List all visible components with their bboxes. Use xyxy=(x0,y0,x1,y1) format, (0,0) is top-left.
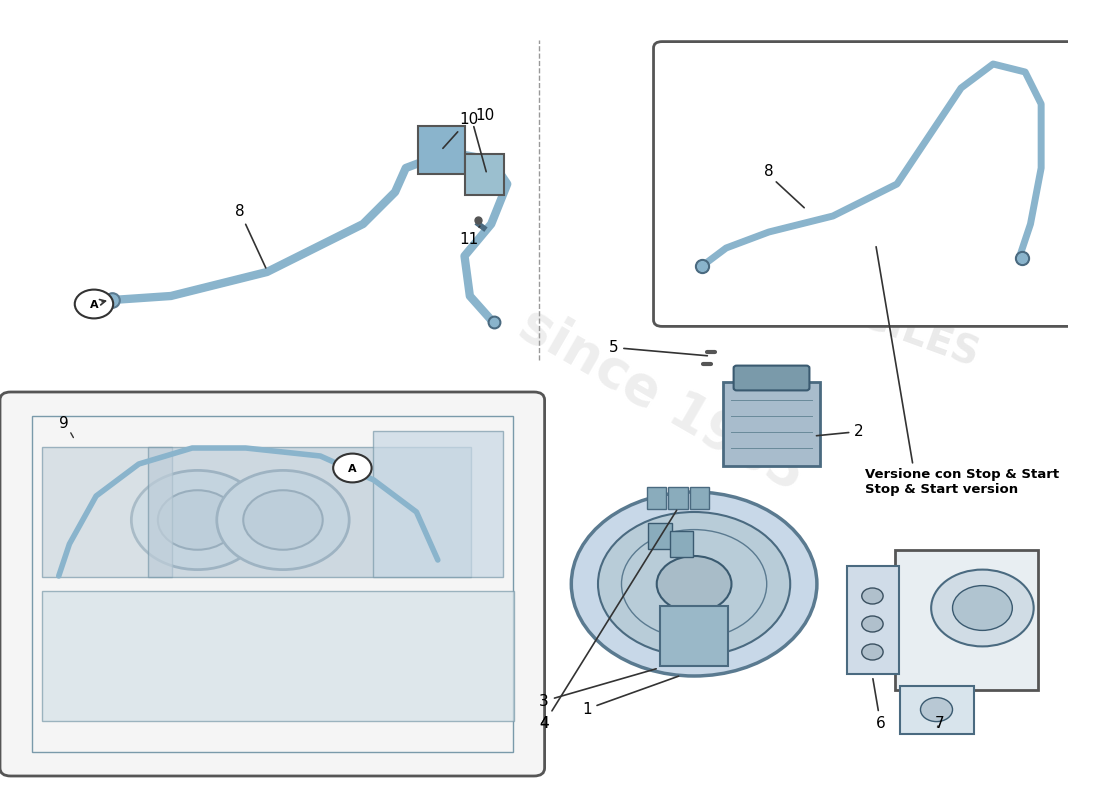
FancyBboxPatch shape xyxy=(0,392,544,776)
Text: A: A xyxy=(90,300,98,310)
Circle shape xyxy=(157,490,238,550)
Text: 3: 3 xyxy=(539,669,657,709)
Text: Versione con Stop & Start
Stop & Start version: Versione con Stop & Start Stop & Start v… xyxy=(865,468,1059,496)
Text: 2: 2 xyxy=(816,424,864,439)
Text: 7: 7 xyxy=(934,716,944,731)
FancyBboxPatch shape xyxy=(653,42,1077,326)
FancyBboxPatch shape xyxy=(723,382,821,466)
Circle shape xyxy=(953,586,1012,630)
FancyBboxPatch shape xyxy=(148,447,471,577)
FancyBboxPatch shape xyxy=(847,566,899,674)
FancyBboxPatch shape xyxy=(418,126,464,174)
FancyBboxPatch shape xyxy=(690,487,710,509)
FancyBboxPatch shape xyxy=(373,431,503,577)
Text: 10: 10 xyxy=(443,112,478,148)
FancyBboxPatch shape xyxy=(464,154,504,195)
Text: 1: 1 xyxy=(582,676,679,717)
Circle shape xyxy=(932,570,1034,646)
Circle shape xyxy=(921,698,953,722)
FancyBboxPatch shape xyxy=(670,531,693,557)
FancyBboxPatch shape xyxy=(734,366,810,390)
Circle shape xyxy=(598,512,790,656)
FancyBboxPatch shape xyxy=(42,447,172,577)
FancyBboxPatch shape xyxy=(660,606,728,666)
Text: 10: 10 xyxy=(475,108,494,123)
Circle shape xyxy=(217,470,349,570)
Circle shape xyxy=(657,556,732,612)
FancyBboxPatch shape xyxy=(900,686,974,734)
FancyBboxPatch shape xyxy=(895,550,1038,690)
Circle shape xyxy=(861,616,883,632)
Text: GILES: GILES xyxy=(852,297,984,375)
FancyBboxPatch shape xyxy=(42,591,514,721)
Circle shape xyxy=(571,492,817,676)
Text: A: A xyxy=(348,464,356,474)
FancyBboxPatch shape xyxy=(648,523,672,549)
FancyBboxPatch shape xyxy=(669,487,688,509)
Text: 5: 5 xyxy=(608,340,707,356)
Circle shape xyxy=(75,290,113,318)
Text: 4: 4 xyxy=(539,510,676,731)
Text: 9: 9 xyxy=(58,416,68,431)
Text: 6: 6 xyxy=(873,678,886,731)
Text: 8: 8 xyxy=(763,164,773,179)
Circle shape xyxy=(131,470,264,570)
Circle shape xyxy=(243,490,322,550)
Circle shape xyxy=(861,588,883,604)
Circle shape xyxy=(861,644,883,660)
Text: since 1985: since 1985 xyxy=(510,298,813,502)
Circle shape xyxy=(333,454,372,482)
Text: 4: 4 xyxy=(539,716,549,731)
Text: 11: 11 xyxy=(459,226,480,247)
FancyBboxPatch shape xyxy=(647,487,667,509)
Text: 8: 8 xyxy=(235,204,266,268)
